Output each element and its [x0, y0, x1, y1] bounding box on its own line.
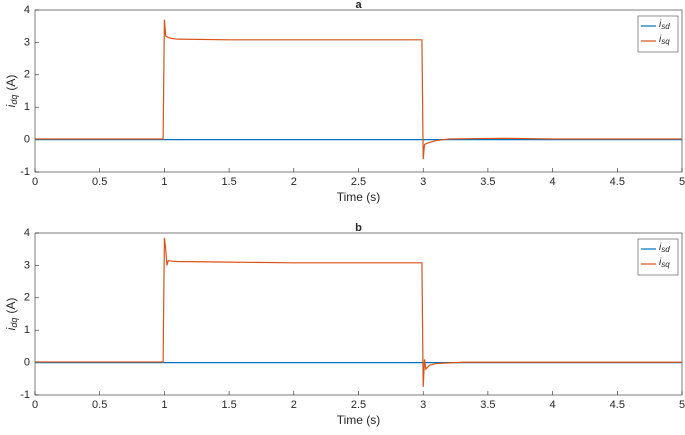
legend-box [637, 15, 679, 53]
data-line [35, 19, 682, 160]
legend-label: isd [659, 242, 670, 254]
legend-symbol: i [659, 34, 662, 45]
y-tick-label: 3 [24, 36, 30, 48]
y-label-symbol: i [4, 327, 18, 330]
legend-symbol: i [659, 19, 662, 30]
y-tick-label: 2 [24, 292, 30, 304]
x-tick-label: 4 [550, 399, 556, 411]
x-tick-label: 0.5 [92, 176, 107, 188]
y-tick-label: -1 [20, 389, 30, 401]
y-label-unit: (A) [4, 75, 18, 91]
x-tick-label: 3.5 [480, 399, 495, 411]
y-tick-label: 3 [24, 259, 30, 271]
x-tick-label: 0.5 [92, 399, 107, 411]
x-tick-label: 0 [32, 399, 38, 411]
y-tick-label: 0 [24, 357, 30, 369]
axes-box [34, 232, 683, 396]
x-axis-label: Time (s) [337, 413, 381, 427]
y-label-symbol: i [4, 104, 18, 107]
y-tick-label: 0 [24, 134, 30, 146]
x-tick-label: 5 [679, 399, 685, 411]
x-tick-label: 1 [161, 399, 167, 411]
y-tick-label: 4 [24, 227, 30, 239]
legend-box [637, 238, 679, 276]
chart-title: b [355, 222, 362, 234]
x-tick-label: 3.5 [480, 176, 495, 188]
y-label-unit: (A) [4, 298, 18, 314]
x-tick-label: 3 [420, 176, 426, 188]
y-axis-label: idq (A) [4, 298, 19, 331]
x-tick-label: 3 [420, 399, 426, 411]
y-axis-label: idq (A) [4, 75, 19, 108]
x-axis-label: Time (s) [337, 190, 381, 204]
y-label-subscript: dq [9, 318, 19, 328]
legend-subscript: sq [661, 260, 670, 269]
y-tick-label: 4 [24, 4, 30, 16]
legend-symbol: i [659, 242, 662, 253]
data-line [35, 237, 682, 387]
axes-box [34, 9, 683, 173]
x-tick-label: 5 [679, 176, 685, 188]
legend-label: isq [659, 34, 670, 46]
x-tick-label: 4.5 [610, 399, 625, 411]
x-tick-label: 1 [161, 176, 167, 188]
y-tick-label: 2 [24, 69, 30, 81]
x-tick-label: 2 [291, 176, 297, 188]
x-tick-label: 2.5 [351, 176, 366, 188]
x-tick-label: 1.5 [221, 176, 236, 188]
y-tick-label: 1 [24, 324, 30, 336]
y-tick-label: 1 [24, 101, 30, 113]
x-tick-label: 4.5 [610, 176, 625, 188]
x-tick-label: 0 [32, 176, 38, 188]
legend-subscript: sd [661, 245, 670, 254]
chart-title: a [355, 0, 362, 11]
x-tick-label: 2.5 [351, 399, 366, 411]
x-tick-label: 4 [550, 176, 556, 188]
legend-subscript: sd [661, 22, 670, 31]
legend-label: isq [659, 257, 670, 269]
x-tick-label: 2 [291, 399, 297, 411]
x-tick-label: 1.5 [221, 399, 236, 411]
legend-label: isd [659, 19, 670, 31]
y-tick-label: -1 [20, 166, 30, 178]
legend-subscript: sq [661, 37, 670, 46]
legend-symbol: i [659, 257, 662, 268]
y-label-subscript: dq [9, 95, 19, 105]
